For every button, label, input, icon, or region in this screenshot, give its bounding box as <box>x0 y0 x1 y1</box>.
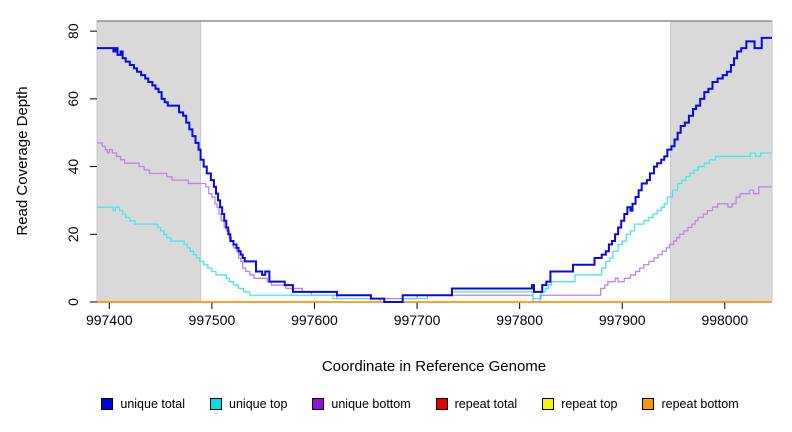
y-tick-label: 60 <box>65 91 81 107</box>
x-tick-label: 997700 <box>394 312 441 328</box>
x-tick-label: 997900 <box>599 312 646 328</box>
x-axis-title: Coordinate in Reference Genome <box>322 358 546 375</box>
x-tick-label: 997800 <box>496 312 543 328</box>
axis-ticks: 997400 997500 997600 997700 997800 997900 9980… <box>65 23 748 328</box>
x-tick-label: 997400 <box>86 312 133 328</box>
legend-swatch-unique-total <box>101 398 114 410</box>
x-tick-label: 997500 <box>189 312 236 328</box>
series-line-unique-total <box>97 36 772 303</box>
legend-label: unique bottom <box>331 397 411 411</box>
y-axis-title: Read Coverage Depth <box>14 86 31 235</box>
legend-item-repeat-total: repeat total <box>435 397 518 411</box>
legend-label: repeat top <box>561 397 618 411</box>
series-line-unique-top <box>97 152 772 303</box>
shaded-regions <box>96 20 773 303</box>
legend: unique total unique top unique bottom repea… <box>48 397 792 411</box>
legend-label: unique top <box>229 397 288 411</box>
y-tick-label: 20 <box>65 226 81 242</box>
legend-item-repeat-top: repeat top <box>542 397 617 411</box>
legend-item-unique-top: unique top <box>210 397 287 411</box>
data-series-lines <box>97 36 772 303</box>
legend-swatch-repeat-total <box>435 398 448 410</box>
legend-swatch-repeat-top <box>542 398 555 410</box>
legend-label: unique total <box>120 397 186 411</box>
x-tick-label: 998000 <box>701 312 748 328</box>
series-line-unique-bottom <box>97 142 772 303</box>
y-tick-label: 40 <box>65 159 81 175</box>
repeat-region-shading-0 <box>96 20 202 303</box>
legend-item-unique-total: unique total <box>101 397 185 411</box>
legend-item-unique-bottom: unique bottom <box>312 397 411 411</box>
x-tick-label: 997600 <box>291 312 338 328</box>
legend-swatch-unique-bottom <box>312 398 325 410</box>
repeat-region-shading-1 <box>669 20 773 303</box>
coverage-chart: 997400 997500 997600 997700 997800 997900 9980… <box>14 20 773 375</box>
y-tick-label: 0 <box>65 298 81 306</box>
legend-label: repeat bottom <box>661 397 739 411</box>
legend-swatch-unique-top <box>210 398 223 410</box>
y-tick-label: 80 <box>65 23 81 39</box>
legend-item-repeat-bottom: repeat bottom <box>642 397 739 411</box>
legend-label: repeat total <box>454 397 518 411</box>
legend-swatch-repeat-bottom <box>642 398 655 410</box>
